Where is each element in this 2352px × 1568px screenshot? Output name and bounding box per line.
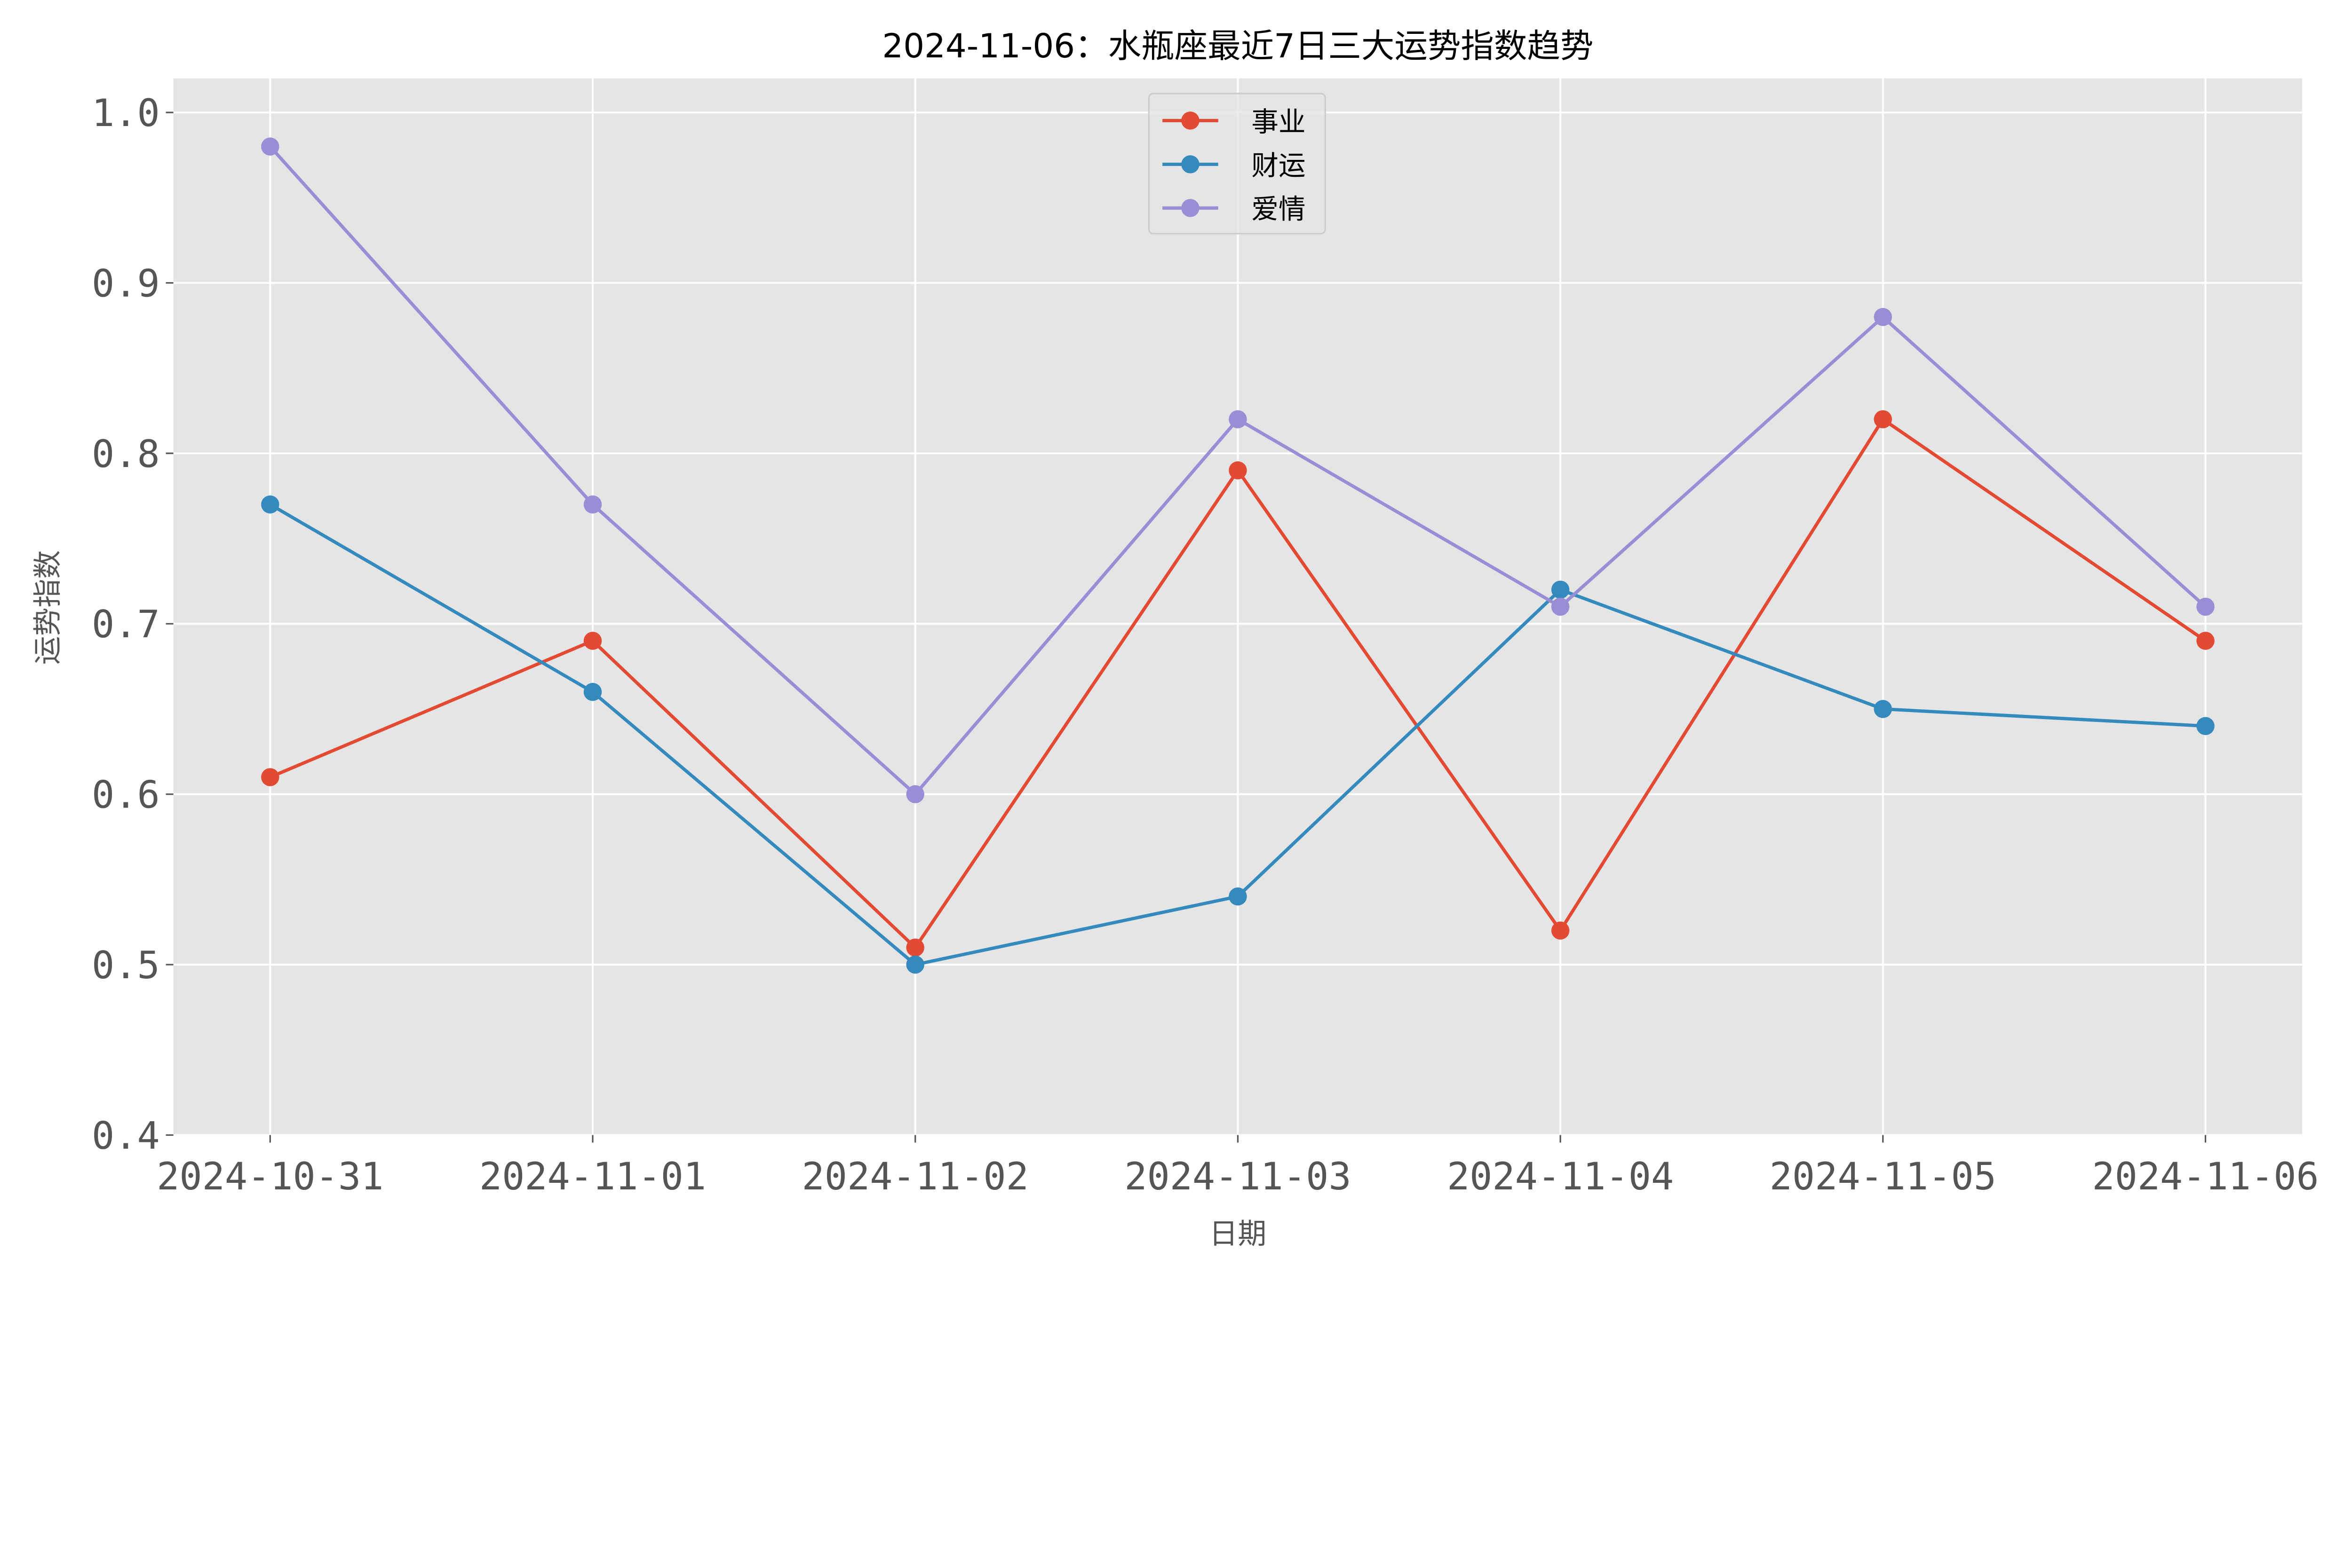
legend-label: 财运 [1251,150,1305,182]
data-point [906,938,924,957]
x-tick-label: 2024-11-04 [1447,1155,1674,1198]
data-point [906,955,924,974]
legend-marker [1181,155,1200,174]
chart-title: 2024-11-06：水瓶座最近7日三大运势指数趋势 [882,27,1593,65]
data-point [2196,717,2215,735]
data-point [1874,308,1892,326]
x-tick-label: 2024-11-05 [1770,1155,1996,1198]
legend-marker [1181,111,1200,130]
data-point [1874,700,1892,718]
y-tick-label: 0.7 [92,602,160,646]
data-point [2196,632,2215,650]
x-tick-label: 2024-10-31 [157,1155,383,1198]
y-tick-label: 0.4 [92,1114,160,1157]
y-tick-label: 0.5 [92,943,160,987]
x-axis-label: 日期 [1209,1217,1267,1251]
data-point [583,632,602,650]
data-point [583,495,602,514]
series-group [261,137,2215,974]
series-1 [261,410,2215,957]
data-point [1551,921,1570,940]
x-tick-label: 2024-11-03 [1124,1155,1351,1198]
y-tick-label: 0.8 [92,432,160,476]
data-point [583,683,602,701]
series-2 [261,495,2215,974]
data-point [1551,597,1570,616]
data-point [1229,461,1247,480]
data-point [1229,887,1247,906]
x-axis: 2024-10-31 2024-11-01 2024-11-02 2024-11-03… [157,1135,2319,1198]
y-tick-label: 1.0 [92,91,160,135]
x-tick-label: 2024-11-02 [802,1155,1029,1198]
legend-label: 事业 [1251,106,1305,138]
data-point [261,137,279,156]
legend-label: 爱情 [1251,193,1305,225]
y-tick-label: 0.9 [92,261,160,305]
legend-marker [1181,199,1200,217]
data-point [1874,410,1892,428]
data-point [261,495,279,514]
x-tick-label: 2024-11-06 [2092,1155,2319,1198]
line-chart: 2024-11-06：水瓶座最近7日三大运势指数趋势 0.40.50.60.70… [31,27,2319,1251]
series-3 [261,137,2215,803]
y-axis-label: 运势指数 [31,550,64,665]
data-point [1229,410,1247,428]
data-point [1551,580,1570,599]
y-tick-label: 0.6 [92,773,160,817]
data-point [906,785,924,803]
y-axis: 0.4 0.5 0.6 0.7 0.8 0.9 1.0 [92,91,174,1157]
x-tick-label: 2024-11-01 [479,1155,706,1198]
data-point [2196,597,2215,616]
data-point [261,768,279,786]
